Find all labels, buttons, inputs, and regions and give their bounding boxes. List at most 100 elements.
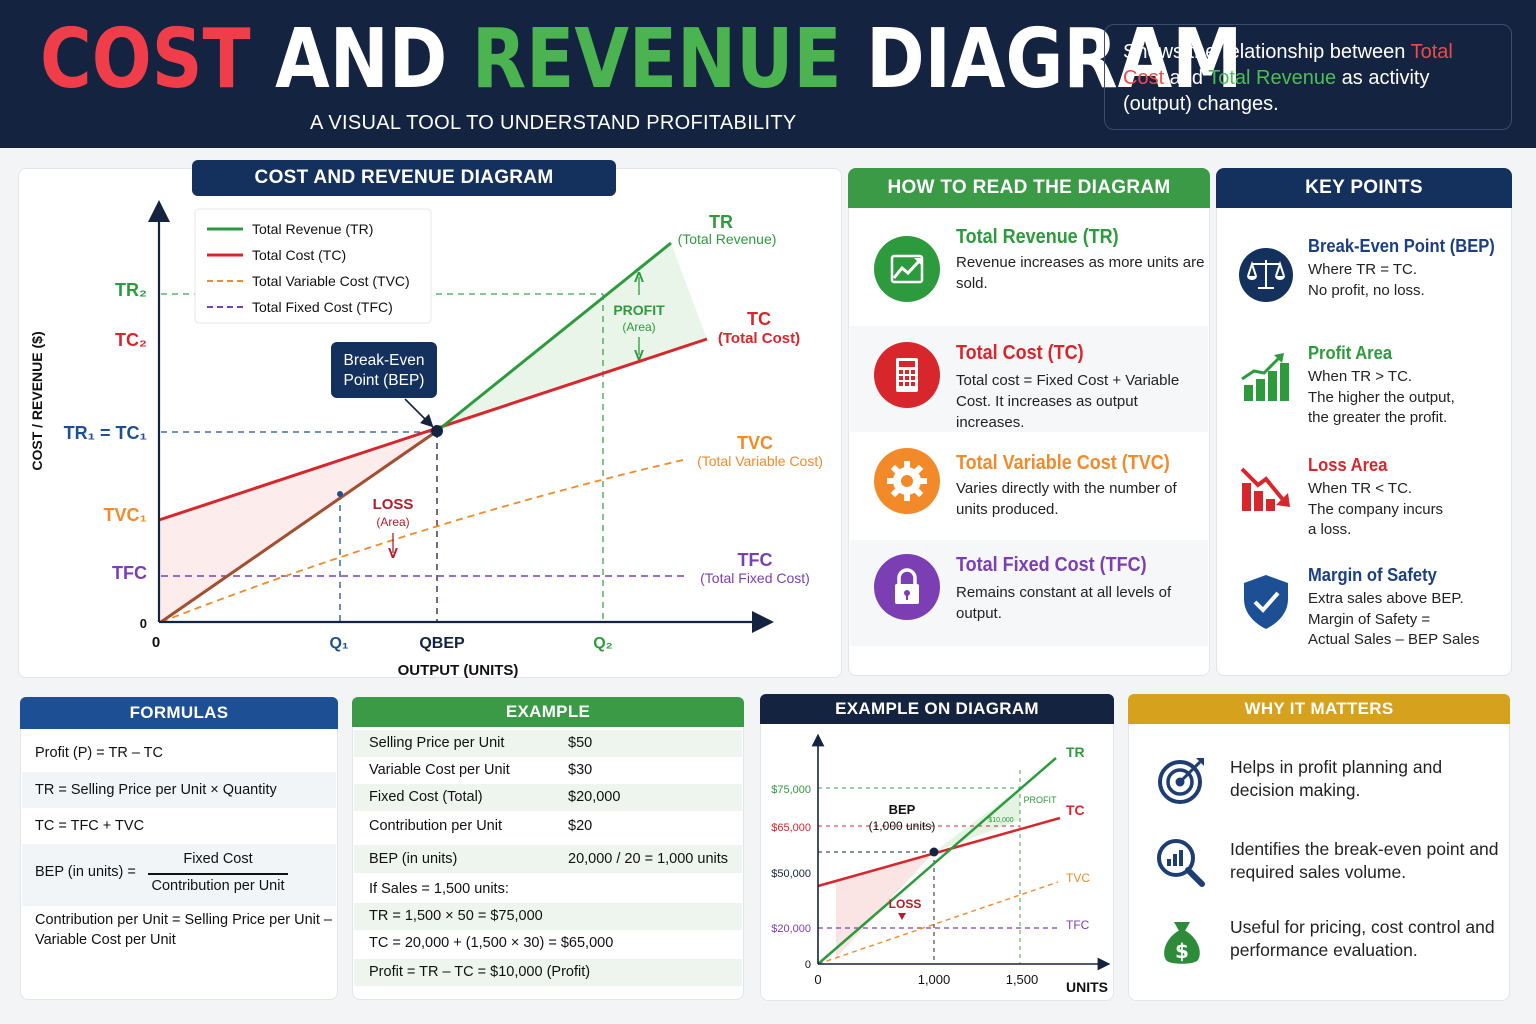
how-item-tr: Total Revenue (TR) Revenue increases as …	[850, 222, 1208, 328]
how-heading-tfc: Total Fixed Cost (TFC)	[956, 554, 1147, 576]
example-profit-area	[934, 788, 1020, 852]
how-body-tc: Total cost = Fixed Cost + Variable Cost.…	[956, 372, 1180, 431]
ytick-bep: TR₁ = TC₁	[64, 423, 147, 443]
example-row-variable-cost: Variable Cost per Unit $30	[354, 757, 742, 784]
how-body-tr: Revenue increases as more units are sold…	[956, 254, 1205, 292]
example-ytick-50000: $50,000	[771, 868, 811, 880]
note-total-cost: Total Cost	[1123, 41, 1453, 89]
title-word-and: AND	[275, 12, 448, 107]
formula-bep-lhs: BEP (in units) =	[35, 864, 136, 880]
key-body-bep: Where TR = TC. No profit, no loss.	[1308, 260, 1508, 301]
key-body-margin-line2: Margin of Safety =	[1308, 610, 1431, 628]
example-row-contribution: Contribution per Unit $20	[354, 813, 742, 840]
bep-callout-arrow	[404, 398, 434, 428]
key-item-margin: Margin of Safety Extra sales above BEP. M…	[1218, 565, 1510, 673]
key-body-bep-line2: No profit, no loss.	[1308, 281, 1425, 299]
example-ytick-0: 0	[805, 959, 811, 971]
analytics-search-icon	[1154, 836, 1210, 892]
profit-area	[437, 243, 707, 431]
example-calc-text: If Sales = 1,500 units:	[369, 881, 509, 897]
shield-check-icon	[1236, 571, 1296, 631]
key-item-profit: Profit Area When TR > TC. The higher the …	[1218, 343, 1510, 451]
key-body-margin: Extra sales above BEP. Margin of Safety =…	[1308, 589, 1508, 651]
page-subtitle: A VISUAL TOOL TO UNDERSTAND PROFITABILIT…	[310, 112, 797, 134]
key-heading-loss: Loss Area	[1308, 455, 1388, 475]
example-x-label: UNITS	[1066, 979, 1108, 995]
how-item-tc: Total Cost (TC) Total cost = Fixed Cost …	[850, 326, 1208, 432]
label-tvc: TVC	[737, 433, 773, 453]
loss-label: LOSS	[373, 496, 414, 513]
example-xtick-0: 0	[814, 972, 821, 987]
formula-bep-denominator: Contribution per Unit	[151, 878, 285, 894]
legend-label-tvc: Total Variable Cost (TVC)	[252, 273, 410, 289]
formula-tr: TR = Selling Price per Unit × Quantity	[22, 772, 336, 808]
title-word-revenue: REVENUE	[471, 12, 842, 107]
note-text-1: Shows the relationship between	[1123, 41, 1411, 63]
tvc-line	[160, 458, 688, 623]
key-body-margin-line1: Extra sales above BEP.	[1308, 590, 1464, 607]
header: COST AND REVENUE DIAGRAM A VISUAL TOOL T…	[0, 0, 1536, 148]
how-heading-tr: Total Revenue (TR)	[956, 226, 1119, 248]
key-body-profit-line3: the greater the profit.	[1308, 409, 1448, 426]
key-heading-margin: Margin of Safety	[1308, 565, 1437, 585]
key-body-loss-line1: When TR < TC.	[1308, 480, 1413, 497]
legend-label-tr: Total Revenue (TR)	[252, 221, 373, 237]
example-calc-if-sales: If Sales = 1,500 units:	[354, 876, 742, 903]
ytick-tc2: TC₂	[115, 330, 147, 350]
how-heading-tc: Total Cost (TC)	[956, 342, 1084, 364]
example-calc-text: TC = 20,000 + (1,500 × 30) = $65,000	[369, 935, 614, 951]
example-calc-tr: TR = 1,500 × 50 = $75,000	[354, 903, 742, 930]
xtick-qbep: QBEP	[419, 635, 465, 652]
xtick-q2: Q₂	[593, 635, 613, 652]
example-calc-tc: TC = 20,000 + (1,500 × 30) = $65,000	[354, 930, 742, 957]
example-value: $20,000	[568, 789, 621, 805]
formula-bep-fraction-bar	[148, 873, 288, 875]
example-tfc-label: TFC	[1066, 918, 1090, 932]
tr-loss-overlay	[163, 430, 438, 621]
example-loss-arrow	[898, 913, 906, 920]
header-description: Shows the relationship between Total Cos…	[1104, 24, 1512, 130]
xtick-q1: Q₁	[329, 635, 348, 652]
legend-label-tc: Total Cost (TC)	[252, 247, 346, 263]
cost-revenue-chart: TR₂ TC₂ TR₁ = TC₁ TVC₁ TFC 0 0 Q₁ QBEP Q…	[29, 200, 823, 679]
page-title: COST AND REVENUE DIAGRAM	[40, 10, 1242, 110]
money-bag-icon: $	[1154, 914, 1210, 970]
example-row-fixed-cost: Fixed Cost (Total) $20,000	[354, 784, 742, 811]
loss-sub: (Area)	[376, 515, 409, 529]
label-tr-sub: (Total Revenue)	[678, 231, 777, 247]
y-axis-label: COST / REVENUE ($)	[29, 331, 45, 470]
trend-up-icon	[874, 236, 940, 302]
example-bep-label: BEP	[889, 802, 916, 817]
example-row-bep: BEP (in units) 20,000 / 20 = 1,000 units	[354, 845, 742, 873]
how-item-tfc: Total Fixed Cost (TFC) Remains constant …	[850, 540, 1208, 646]
example-tvc-label: TVC	[1066, 871, 1090, 885]
ytick-tr2: TR₂	[115, 280, 147, 300]
origin-y: 0	[140, 616, 147, 631]
formula-bep-numerator: Fixed Cost	[183, 851, 253, 867]
example-profit-label: PROFIT	[1024, 795, 1058, 805]
how-body-tfc: Remains constant at all levels of output…	[956, 584, 1172, 622]
example-ytick-75000: $75,000	[771, 784, 811, 796]
example-label: BEP (in units)	[369, 851, 458, 867]
key-item-bep: Break-Even Point (BEP) Where TR = TC. No …	[1218, 236, 1510, 344]
key-body-profit: When TR > TC. The higher the output, the g…	[1308, 367, 1508, 429]
legend-box	[194, 208, 432, 324]
key-heading-bep: Break-Even Point (BEP)	[1308, 236, 1495, 256]
how-to-read-title: HOW TO READ THE DIAGRAM	[848, 168, 1210, 208]
main-diagram-title: COST AND REVENUE DIAGRAM	[192, 160, 616, 196]
gear-icon	[874, 448, 940, 514]
key-body-bep-line1: Where TR = TC.	[1308, 261, 1418, 278]
example-diagram-title: EXAMPLE ON DIAGRAM	[760, 694, 1114, 724]
why-item-pricing: $ Useful for pricing, cost control and p…	[1150, 914, 1500, 984]
bep-callout-line2: Point (BEP)	[344, 372, 425, 389]
scale-icon	[1236, 242, 1296, 302]
key-body-margin-line3: Actual Sales – BEP Sales	[1308, 631, 1480, 648]
example-value: $50	[568, 735, 593, 751]
note-text-2: and	[1164, 67, 1209, 89]
key-body-loss-line2: The company incurs	[1308, 500, 1444, 518]
example-bep-point	[929, 847, 939, 857]
q1-point	[337, 491, 343, 497]
label-tvc-sub: (Total Variable Cost)	[697, 453, 823, 469]
profit-label: PROFIT	[613, 302, 665, 318]
key-heading-profit: Profit Area	[1308, 343, 1393, 363]
